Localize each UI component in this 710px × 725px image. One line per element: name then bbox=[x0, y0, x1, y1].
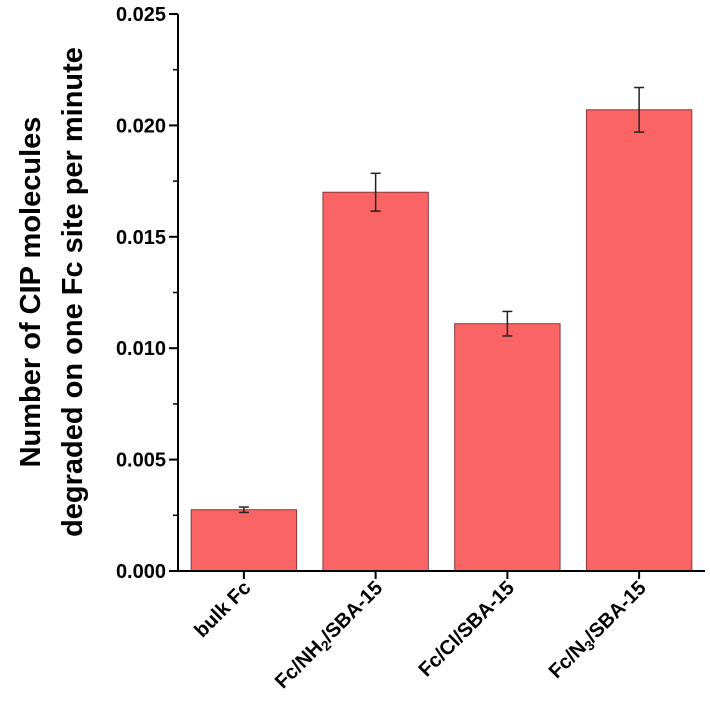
bar-3 bbox=[585, 109, 693, 572]
y-tick-label-1: 0.005 bbox=[116, 450, 166, 472]
y-tick-label-4: 0.020 bbox=[116, 115, 166, 137]
error-bars bbox=[238, 86, 645, 514]
x-category-label-1: Fc/NH2/SBA-15 bbox=[271, 577, 389, 695]
error-bar-3 bbox=[634, 86, 645, 133]
y-ticks: 0.000 0.005 0.010 0.015 0.020 0.025 bbox=[116, 4, 178, 583]
bars bbox=[190, 109, 693, 572]
bar-0 bbox=[190, 509, 298, 572]
error-bar-0 bbox=[238, 506, 249, 514]
y-tick-label-2: 0.010 bbox=[116, 338, 166, 360]
x-category-label-2: Fc/Cl/SBA-15 bbox=[415, 577, 519, 681]
y-axis-title-line-1: degraded on one Fc site per minute bbox=[57, 47, 89, 537]
y-tick-label-5: 0.025 bbox=[116, 4, 166, 26]
bar-2 bbox=[454, 323, 561, 572]
y-axis-title: Number of CIP molecules degraded on one F… bbox=[15, 47, 89, 537]
y-tick-label-0: 0.000 bbox=[116, 561, 166, 583]
x-category-label-3: Fc/N3/SBA-15 bbox=[545, 577, 652, 684]
error-bar-2 bbox=[502, 310, 513, 337]
y-tick-label-3: 0.015 bbox=[116, 227, 166, 249]
y-axis-title-line-0: Number of CIP molecules bbox=[15, 117, 47, 468]
x-category-label-0: bulk Fc bbox=[190, 577, 255, 642]
error-bar-1 bbox=[370, 172, 381, 212]
bar-1 bbox=[322, 191, 429, 572]
